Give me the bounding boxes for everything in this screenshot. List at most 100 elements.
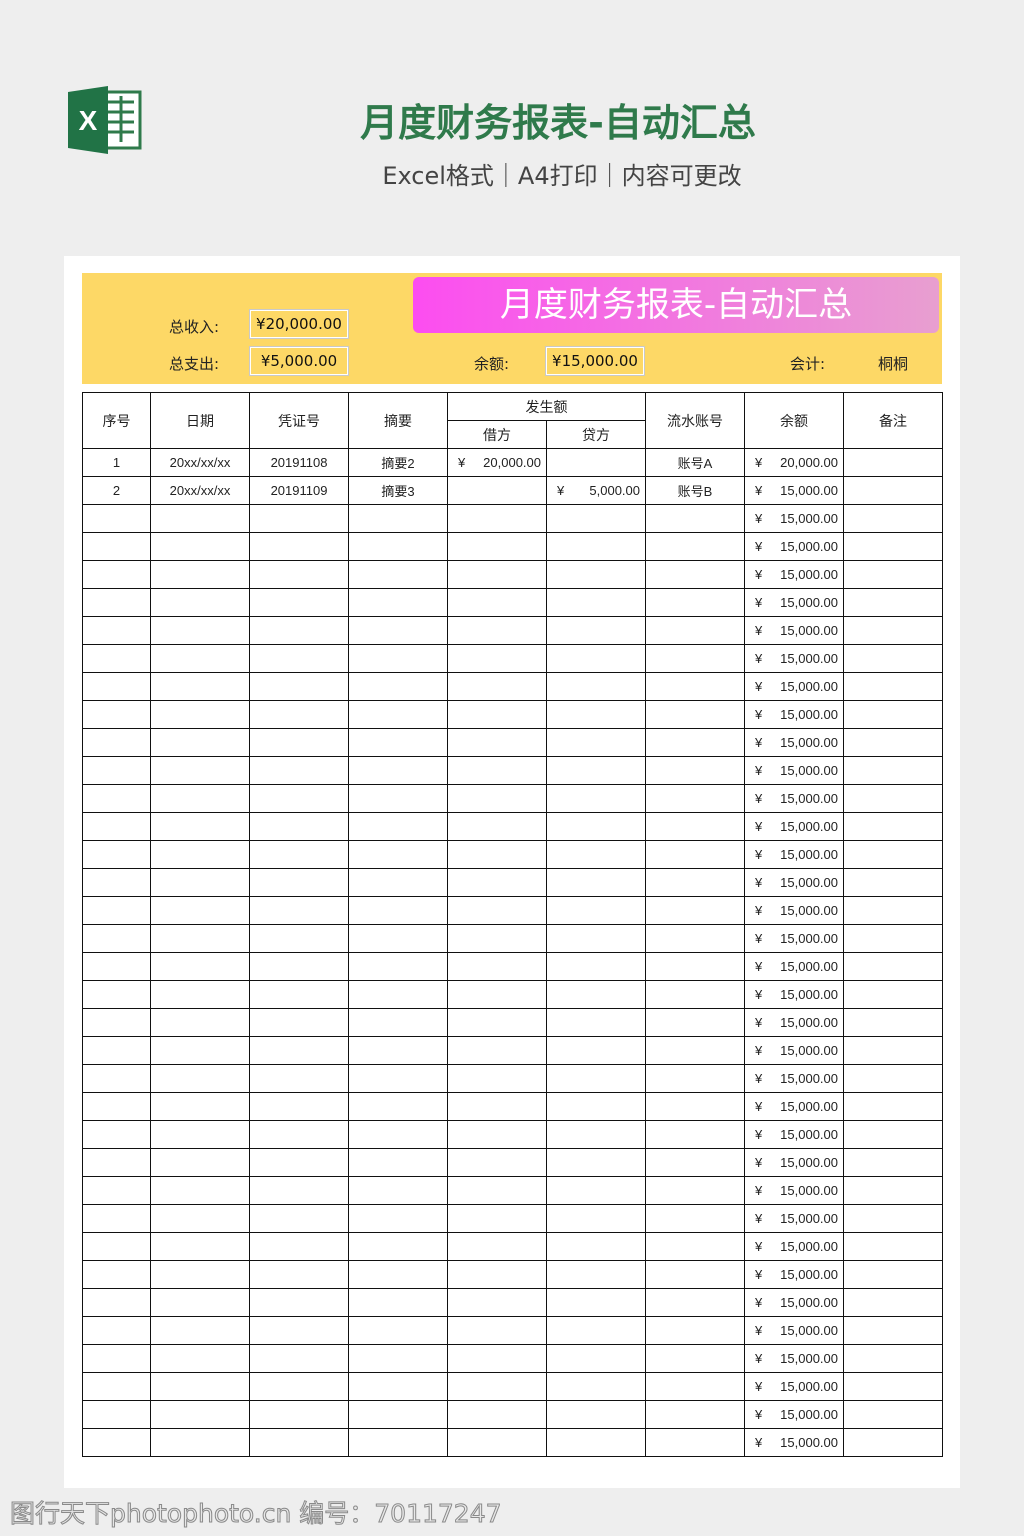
cell-summary[interactable] bbox=[348, 1400, 448, 1429]
cell-voucher[interactable] bbox=[249, 1148, 349, 1177]
cell-debit[interactable] bbox=[447, 1120, 547, 1149]
expense-value[interactable]: ¥5,000.00 bbox=[249, 346, 349, 376]
cell-seq[interactable] bbox=[82, 1092, 151, 1121]
cell-seq[interactable] bbox=[82, 756, 151, 785]
cell-summary[interactable] bbox=[348, 1260, 448, 1289]
cell-date[interactable] bbox=[150, 868, 250, 897]
cell-seq[interactable] bbox=[82, 1288, 151, 1317]
cell-debit[interactable] bbox=[447, 924, 547, 953]
cell-account[interactable] bbox=[645, 1176, 745, 1205]
cell-note[interactable] bbox=[843, 812, 943, 841]
cell-balance[interactable]: ¥15,000.00 bbox=[744, 588, 844, 617]
cell-account[interactable] bbox=[645, 672, 745, 701]
cell-balance[interactable]: ¥15,000.00 bbox=[744, 1288, 844, 1317]
cell-debit[interactable] bbox=[447, 1372, 547, 1401]
cell-credit[interactable] bbox=[546, 1372, 646, 1401]
cell-debit[interactable] bbox=[447, 952, 547, 981]
cell-balance[interactable]: ¥15,000.00 bbox=[744, 616, 844, 645]
cell-summary[interactable] bbox=[348, 672, 448, 701]
cell-voucher[interactable] bbox=[249, 560, 349, 589]
cell-note[interactable] bbox=[843, 728, 943, 757]
cell-voucher[interactable] bbox=[249, 1064, 349, 1093]
cell-account[interactable]: 账号A bbox=[645, 448, 745, 477]
cell-debit[interactable] bbox=[447, 728, 547, 757]
cell-balance[interactable]: ¥15,000.00 bbox=[744, 1036, 844, 1065]
cell-account[interactable] bbox=[645, 588, 745, 617]
cell-summary[interactable] bbox=[348, 504, 448, 533]
cell-account[interactable] bbox=[645, 840, 745, 869]
cell-seq[interactable] bbox=[82, 700, 151, 729]
cell-summary[interactable] bbox=[348, 644, 448, 673]
cell-voucher[interactable] bbox=[249, 868, 349, 897]
cell-balance[interactable]: ¥15,000.00 bbox=[744, 1260, 844, 1289]
cell-date[interactable] bbox=[150, 1008, 250, 1037]
cell-account[interactable] bbox=[645, 868, 745, 897]
cell-note[interactable] bbox=[843, 756, 943, 785]
cell-voucher[interactable] bbox=[249, 1344, 349, 1373]
cell-balance[interactable]: ¥15,000.00 bbox=[744, 896, 844, 925]
cell-seq[interactable] bbox=[82, 1176, 151, 1205]
cell-balance[interactable]: ¥15,000.00 bbox=[744, 1064, 844, 1093]
cell-voucher[interactable] bbox=[249, 1372, 349, 1401]
cell-date[interactable] bbox=[150, 1204, 250, 1233]
cell-seq[interactable] bbox=[82, 1316, 151, 1345]
cell-credit[interactable] bbox=[546, 1036, 646, 1065]
cell-debit[interactable] bbox=[447, 588, 547, 617]
cell-balance[interactable]: ¥15,000.00 bbox=[744, 700, 844, 729]
cell-account[interactable] bbox=[645, 1036, 745, 1065]
cell-credit[interactable] bbox=[546, 1204, 646, 1233]
cell-seq[interactable] bbox=[82, 952, 151, 981]
cell-debit[interactable] bbox=[447, 1344, 547, 1373]
cell-seq[interactable] bbox=[82, 672, 151, 701]
cell-account[interactable] bbox=[645, 504, 745, 533]
cell-voucher[interactable] bbox=[249, 1260, 349, 1289]
cell-seq[interactable] bbox=[82, 924, 151, 953]
cell-credit[interactable]: ¥5,000.00 bbox=[546, 476, 646, 505]
cell-seq[interactable] bbox=[82, 616, 151, 645]
cell-voucher[interactable] bbox=[249, 1176, 349, 1205]
cell-date[interactable] bbox=[150, 644, 250, 673]
cell-seq[interactable] bbox=[82, 1400, 151, 1429]
cell-note[interactable] bbox=[843, 1372, 943, 1401]
cell-seq[interactable] bbox=[82, 980, 151, 1009]
cell-summary[interactable] bbox=[348, 560, 448, 589]
cell-credit[interactable] bbox=[546, 700, 646, 729]
cell-debit[interactable] bbox=[447, 1092, 547, 1121]
cell-note[interactable] bbox=[843, 840, 943, 869]
cell-note[interactable] bbox=[843, 952, 943, 981]
cell-date[interactable] bbox=[150, 1260, 250, 1289]
cell-debit[interactable] bbox=[447, 1316, 547, 1345]
cell-voucher[interactable]: 20191109 bbox=[249, 476, 349, 505]
cell-balance[interactable]: ¥15,000.00 bbox=[744, 1316, 844, 1345]
cell-note[interactable] bbox=[843, 980, 943, 1009]
cell-balance[interactable]: ¥15,000.00 bbox=[744, 644, 844, 673]
cell-voucher[interactable] bbox=[249, 728, 349, 757]
cell-note[interactable] bbox=[843, 868, 943, 897]
cell-voucher[interactable] bbox=[249, 1316, 349, 1345]
cell-balance[interactable]: ¥15,000.00 bbox=[744, 1400, 844, 1429]
cell-summary[interactable] bbox=[348, 728, 448, 757]
cell-balance[interactable]: ¥15,000.00 bbox=[744, 1428, 844, 1457]
cell-note[interactable] bbox=[843, 1428, 943, 1457]
cell-account[interactable] bbox=[645, 1372, 745, 1401]
cell-balance[interactable]: ¥15,000.00 bbox=[744, 1008, 844, 1037]
cell-balance[interactable]: ¥15,000.00 bbox=[744, 1176, 844, 1205]
cell-voucher[interactable] bbox=[249, 700, 349, 729]
cell-balance[interactable]: ¥15,000.00 bbox=[744, 1204, 844, 1233]
cell-debit[interactable] bbox=[447, 1232, 547, 1261]
cell-seq[interactable] bbox=[82, 1036, 151, 1065]
cell-credit[interactable] bbox=[546, 588, 646, 617]
cell-account[interactable] bbox=[645, 1260, 745, 1289]
cell-date[interactable] bbox=[150, 1176, 250, 1205]
cell-voucher[interactable] bbox=[249, 504, 349, 533]
cell-account[interactable] bbox=[645, 924, 745, 953]
cell-date[interactable] bbox=[150, 980, 250, 1009]
cell-account[interactable] bbox=[645, 616, 745, 645]
cell-date[interactable] bbox=[150, 896, 250, 925]
cell-summary[interactable]: 摘要2 bbox=[348, 448, 448, 477]
cell-voucher[interactable] bbox=[249, 812, 349, 841]
cell-date[interactable] bbox=[150, 1232, 250, 1261]
cell-credit[interactable] bbox=[546, 756, 646, 785]
cell-account[interactable] bbox=[645, 1316, 745, 1345]
cell-credit[interactable] bbox=[546, 868, 646, 897]
